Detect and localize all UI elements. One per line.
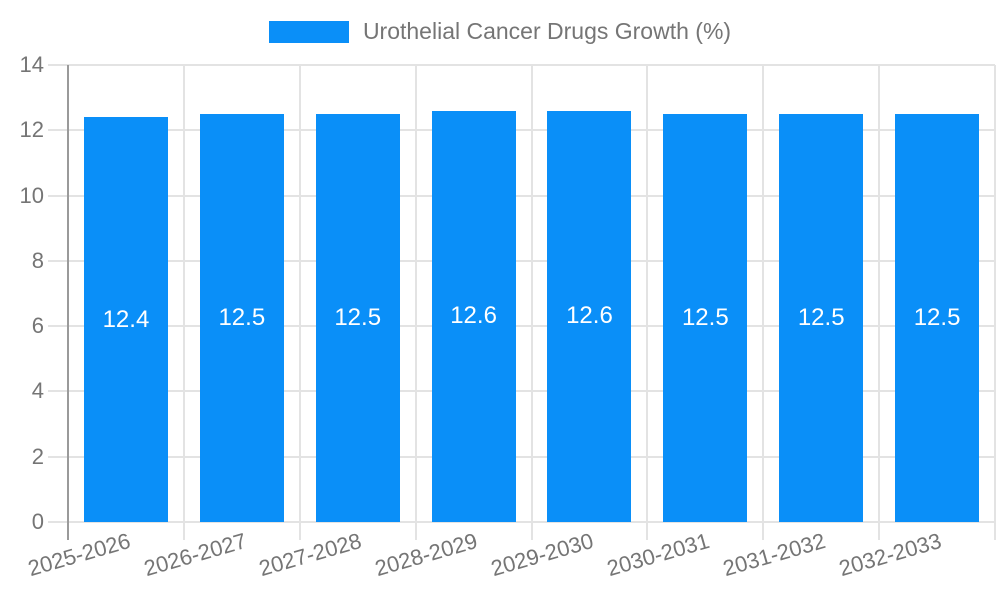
- bar-value-label: 12.5: [218, 303, 266, 331]
- x-tick-mark: [182, 522, 185, 540]
- x-gridline: [646, 65, 649, 522]
- y-tick-label: 12: [19, 117, 44, 143]
- x-gridline: [878, 65, 881, 522]
- bar-value-label: 12.5: [681, 303, 729, 331]
- x-tick-mark: [994, 522, 996, 540]
- y-tick-label: 14: [19, 52, 44, 77]
- bar[interactable]: [663, 113, 748, 522]
- y-tick-label: 0: [31, 509, 44, 534]
- x-tick-mark: [530, 522, 533, 540]
- x-tick-label: 2029-2030: [488, 528, 597, 582]
- x-tick-label: 2028-2029: [372, 528, 481, 582]
- x-tick-mark: [298, 522, 301, 540]
- x-tick-mark: [878, 522, 881, 540]
- legend-swatch-icon: [268, 20, 349, 43]
- y-tick-mark: [48, 325, 68, 328]
- x-gridline: [298, 65, 301, 522]
- bar-value-label: 12.5: [334, 303, 382, 331]
- bar[interactable]: [83, 117, 168, 522]
- y-tick-mark: [48, 521, 68, 523]
- y-tick-label: 2: [31, 443, 44, 469]
- bar[interactable]: [895, 113, 980, 522]
- bar-value-label: 12.4: [102, 305, 150, 333]
- bar-value-label: 12.6: [566, 302, 613, 330]
- legend-label: Urothelial Cancer Drugs Growth (%): [362, 18, 732, 44]
- x-tick-label: 2026-2027: [140, 528, 249, 582]
- x-gridline: [414, 65, 417, 522]
- x-tick-mark: [762, 522, 765, 540]
- bar[interactable]: [199, 113, 284, 522]
- y-tick-label: 8: [31, 247, 44, 273]
- y-tick-label: 6: [31, 313, 44, 339]
- x-gridline: [762, 65, 765, 522]
- bar-value-label: 12.6: [450, 302, 497, 330]
- y-tick-label: 10: [19, 182, 44, 208]
- y-tick-mark: [48, 390, 68, 393]
- bar[interactable]: [431, 110, 516, 522]
- chart-legend[interactable]: Urothelial Cancer Drugs Growth (%): [0, 18, 1000, 45]
- y-axis-line: [67, 65, 69, 540]
- x-tick-label: 2025-2026: [24, 528, 133, 582]
- x-gridline: [530, 65, 533, 522]
- y-tick-mark: [48, 259, 68, 262]
- bar[interactable]: [315, 113, 400, 522]
- x-tick-label: 2030-2031: [604, 528, 713, 582]
- y-tick-mark: [48, 64, 68, 66]
- bar[interactable]: [779, 113, 864, 522]
- y-tick-mark: [48, 455, 68, 458]
- x-gridline: [182, 65, 185, 522]
- x-tick-label: 2032-2033: [835, 528, 944, 582]
- bar-value-label: 12.5: [913, 303, 961, 331]
- bar-value-label: 12.5: [797, 303, 845, 331]
- x-tick-label: 2027-2028: [256, 528, 365, 582]
- bar[interactable]: [547, 110, 632, 522]
- y-tick-mark: [48, 129, 68, 132]
- x-tick-mark: [414, 522, 417, 540]
- x-tick-mark: [646, 522, 649, 540]
- x-tick-label: 2031-2032: [720, 528, 829, 582]
- x-gridline: [994, 65, 996, 522]
- y-tick-label: 4: [31, 378, 44, 404]
- y-tick-mark: [48, 194, 68, 197]
